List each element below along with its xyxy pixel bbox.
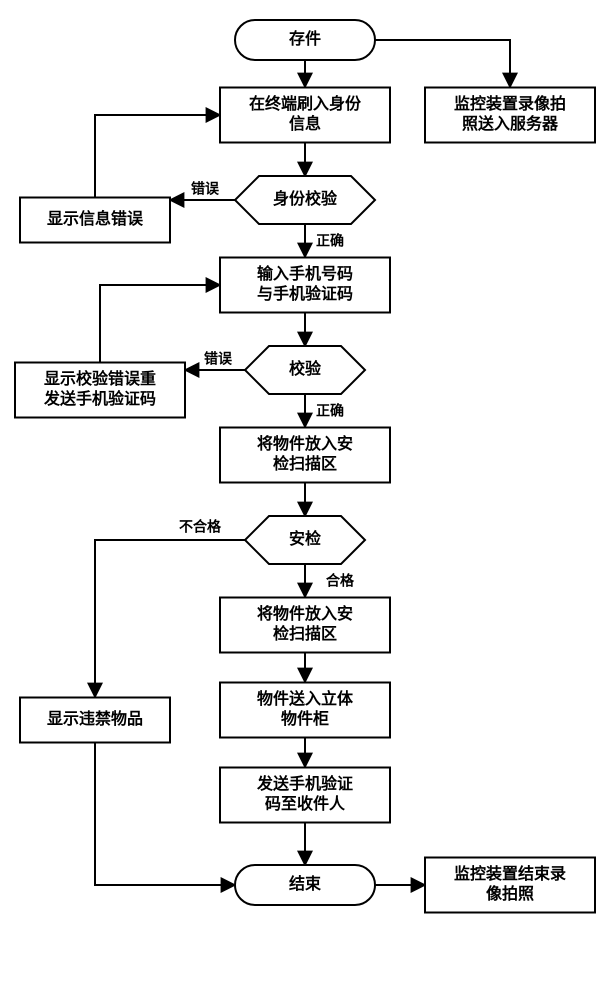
edge-label: 正确 xyxy=(316,233,344,249)
node-text: 校验 xyxy=(289,359,322,378)
node-locker: 物件送入立体物件柜 xyxy=(220,683,390,738)
node-text: 与手机验证码 xyxy=(257,284,353,303)
node-sendcode: 发送手机验证码至收件人 xyxy=(220,768,390,823)
node-text: 发送手机验证码 xyxy=(43,389,156,408)
edge xyxy=(100,285,220,362)
node-end: 结束 xyxy=(235,865,375,905)
node-text: 物件柜 xyxy=(281,709,329,728)
node-putscan2: 将物件放入安检扫描区 xyxy=(220,598,390,653)
node-text: 安检 xyxy=(289,529,321,548)
node-text: 显示校验错误重 xyxy=(44,369,156,388)
node-text: 码至收件人 xyxy=(265,794,346,813)
node-text: 存件 xyxy=(289,29,321,48)
node-text: 物件送入立体 xyxy=(257,689,354,708)
node-errinfo: 显示信息错误 xyxy=(20,198,170,243)
edge xyxy=(375,40,510,87)
node-scanid: 在终端刷入身份信息 xyxy=(220,88,390,143)
edge-label: 正确 xyxy=(316,403,344,419)
flowchart-canvas: 错误正确错误正确合格不合格存件在终端刷入身份信息监控装置录像拍照送入服务器显示信… xyxy=(0,0,610,1000)
node-text: 显示违禁物品 xyxy=(47,709,143,728)
edge xyxy=(95,742,235,885)
node-text: 信息 xyxy=(289,114,321,133)
node-seccheck: 安检 xyxy=(245,516,365,564)
node-text: 检扫描区 xyxy=(273,624,337,643)
node-monitor2: 监控装置结束录像拍照 xyxy=(425,858,595,913)
node-text: 照送入服务器 xyxy=(462,114,559,133)
node-text: 身份校验 xyxy=(273,189,338,208)
node-text: 显示信息错误 xyxy=(47,209,144,228)
node-errcode: 显示校验错误重发送手机验证码 xyxy=(15,363,185,418)
node-text: 输入手机号码 xyxy=(257,264,353,283)
node-putscan: 将物件放入安检扫描区 xyxy=(220,428,390,483)
node-phone: 输入手机号码与手机验证码 xyxy=(220,258,390,313)
node-text: 发送手机验证 xyxy=(256,774,353,793)
node-text: 结束 xyxy=(288,874,322,893)
node-contra: 显示违禁物品 xyxy=(20,698,170,743)
node-text: 监控装置结束录 xyxy=(454,864,566,883)
node-monitor1: 监控装置录像拍照送入服务器 xyxy=(425,88,595,143)
node-text: 检扫描区 xyxy=(273,454,337,473)
node-idcheck: 身份校验 xyxy=(235,176,375,224)
edge-label: 不合格 xyxy=(179,519,222,535)
edge-label: 错误 xyxy=(204,351,233,367)
node-text: 像拍照 xyxy=(486,884,534,903)
node-text: 在终端刷入身份 xyxy=(249,94,362,113)
edge-label: 合格 xyxy=(326,573,355,589)
node-start: 存件 xyxy=(235,20,375,60)
node-text: 监控装置录像拍 xyxy=(454,94,566,113)
node-text: 将物件放入安 xyxy=(257,604,353,623)
node-text: 将物件放入安 xyxy=(257,434,353,453)
edge-label: 错误 xyxy=(191,181,220,197)
node-verify: 校验 xyxy=(245,346,365,394)
